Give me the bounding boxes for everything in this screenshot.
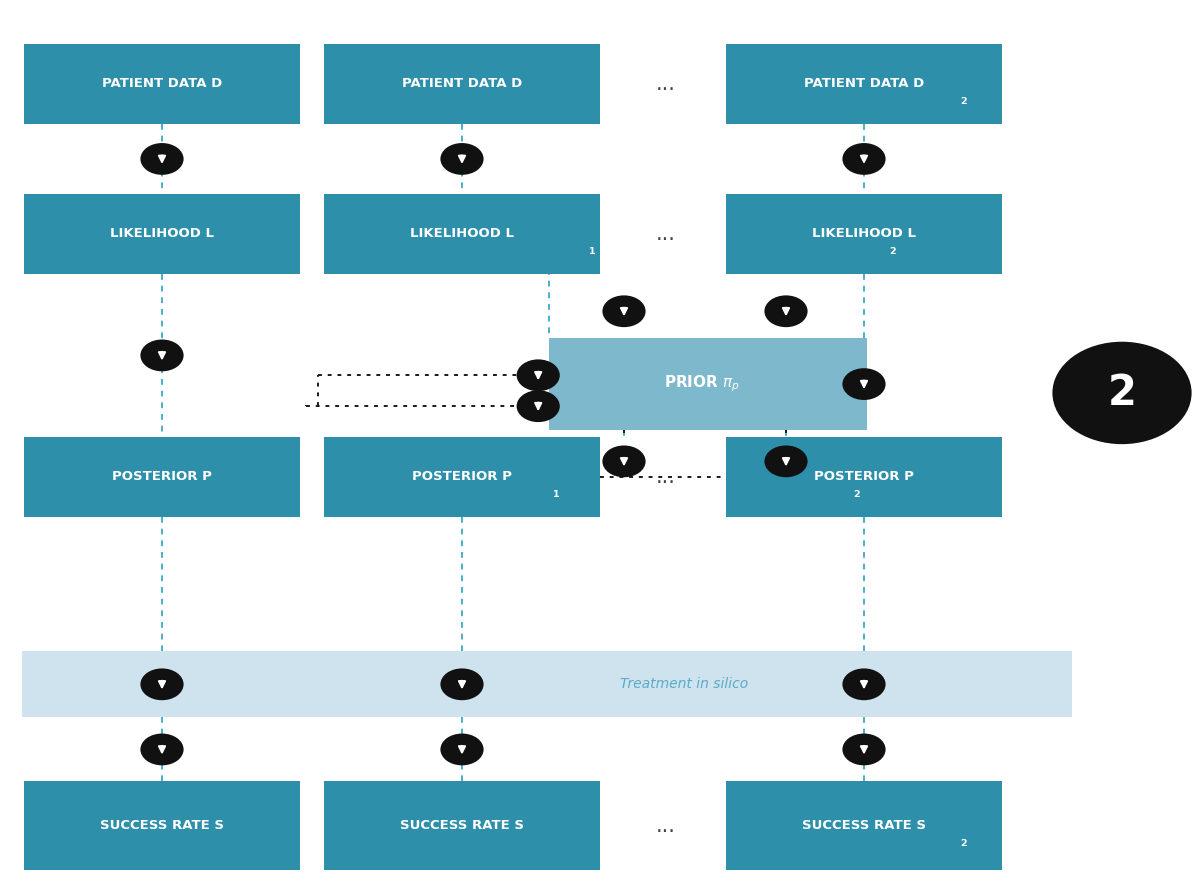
Circle shape bbox=[140, 734, 184, 766]
FancyBboxPatch shape bbox=[726, 44, 1002, 124]
FancyBboxPatch shape bbox=[726, 781, 1002, 870]
FancyBboxPatch shape bbox=[22, 651, 1072, 717]
FancyBboxPatch shape bbox=[550, 338, 866, 431]
Text: LIKELIHOOD L: LIKELIHOOD L bbox=[110, 228, 214, 240]
FancyBboxPatch shape bbox=[726, 194, 1002, 274]
Text: SUCCESS RATE S: SUCCESS RATE S bbox=[100, 819, 224, 832]
Text: SUCCESS RATE S: SUCCESS RATE S bbox=[400, 819, 524, 832]
Text: 2: 2 bbox=[960, 839, 966, 848]
Text: 2: 2 bbox=[1108, 372, 1136, 414]
Text: SUCCESS RATE S: SUCCESS RATE S bbox=[802, 819, 926, 832]
Text: POSTERIOR P: POSTERIOR P bbox=[412, 471, 512, 483]
FancyBboxPatch shape bbox=[324, 194, 600, 274]
Circle shape bbox=[764, 446, 808, 477]
Text: 2: 2 bbox=[889, 247, 895, 256]
Circle shape bbox=[842, 368, 886, 400]
Text: PATIENT DATA D: PATIENT DATA D bbox=[402, 78, 522, 90]
Text: 1: 1 bbox=[553, 490, 560, 499]
Text: ...: ... bbox=[656, 467, 676, 487]
Circle shape bbox=[140, 339, 184, 371]
Circle shape bbox=[440, 143, 484, 175]
Text: POSTERIOR P: POSTERIOR P bbox=[112, 471, 212, 483]
Circle shape bbox=[602, 295, 646, 328]
Text: Treatment in silico: Treatment in silico bbox=[620, 677, 748, 691]
FancyBboxPatch shape bbox=[324, 44, 600, 124]
FancyBboxPatch shape bbox=[24, 437, 300, 517]
Text: LIKELIHOOD L: LIKELIHOOD L bbox=[410, 228, 514, 240]
Circle shape bbox=[516, 390, 559, 422]
Circle shape bbox=[440, 668, 484, 700]
Circle shape bbox=[516, 359, 559, 391]
Text: ...: ... bbox=[656, 224, 676, 244]
Circle shape bbox=[140, 143, 184, 175]
Circle shape bbox=[764, 295, 808, 328]
Circle shape bbox=[842, 734, 886, 766]
Text: 1: 1 bbox=[660, 839, 666, 848]
FancyBboxPatch shape bbox=[24, 194, 300, 274]
Text: POSTERIOR P: POSTERIOR P bbox=[814, 471, 914, 483]
Circle shape bbox=[1052, 342, 1192, 444]
Circle shape bbox=[140, 668, 184, 700]
Circle shape bbox=[440, 734, 484, 766]
Text: ...: ... bbox=[656, 816, 676, 835]
FancyBboxPatch shape bbox=[24, 781, 300, 870]
Text: PRIOR $\pi_{p}$: PRIOR $\pi_{p}$ bbox=[664, 374, 740, 395]
Text: LIKELIHOOD L: LIKELIHOOD L bbox=[812, 228, 916, 240]
FancyBboxPatch shape bbox=[726, 437, 1002, 517]
Text: 2: 2 bbox=[960, 97, 966, 106]
Circle shape bbox=[842, 143, 886, 175]
FancyBboxPatch shape bbox=[324, 437, 600, 517]
Text: 1: 1 bbox=[589, 247, 595, 256]
Text: PATIENT DATA D: PATIENT DATA D bbox=[102, 78, 222, 90]
Text: 1: 1 bbox=[660, 97, 666, 106]
Circle shape bbox=[842, 668, 886, 700]
Text: 2: 2 bbox=[853, 490, 860, 499]
Text: ...: ... bbox=[656, 74, 676, 94]
Text: PATIENT DATA D: PATIENT DATA D bbox=[804, 78, 924, 90]
FancyBboxPatch shape bbox=[324, 781, 600, 870]
FancyBboxPatch shape bbox=[24, 44, 300, 124]
Circle shape bbox=[602, 446, 646, 477]
